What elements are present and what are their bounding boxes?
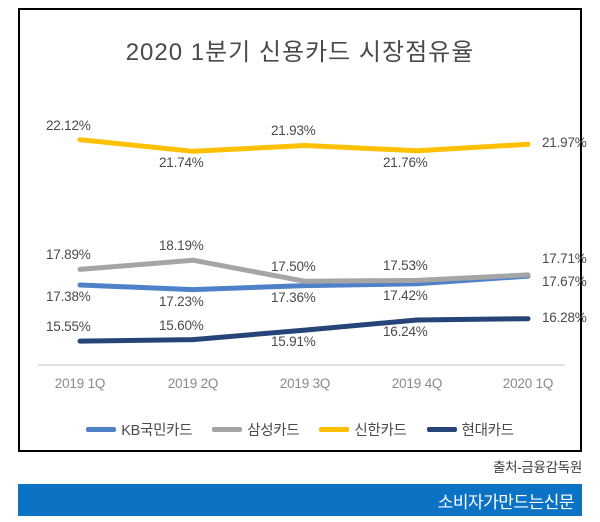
data-label: 17.42%	[383, 287, 428, 303]
legend-item-label: 현대카드	[461, 423, 514, 439]
series-group	[77, 137, 531, 344]
data-label: 17.71%	[542, 250, 587, 266]
data-label: 16.24%	[383, 323, 428, 339]
source-attribution: 출처-금융감독원	[492, 460, 582, 475]
legend-swatch-icon	[426, 427, 457, 432]
data-label: 21.93%	[271, 123, 316, 139]
legend-item-label: 삼성카드	[247, 423, 300, 439]
x-axis-tick-4: 2019 4Q	[391, 376, 443, 391]
data-label: 21.97%	[542, 135, 587, 151]
data-label: 17.67%	[542, 274, 587, 290]
legend-item-2[interactable]: 삼성카드	[212, 419, 300, 440]
legend-item-label: KB국민카드	[121, 423, 193, 439]
data-label: 17.50%	[271, 259, 316, 275]
legend-swatch-icon	[86, 427, 117, 432]
legend-item-4[interactable]: 현대카드	[426, 419, 514, 440]
line-chart-svg	[38, 137, 565, 366]
data-label: 17.23%	[159, 293, 204, 309]
series-line-3	[77, 137, 531, 154]
chart-legend: KB국민카드 삼성카드 신한카드 현대카드	[20, 419, 580, 440]
data-label: 21.76%	[383, 154, 428, 170]
series-line-4	[77, 316, 531, 344]
data-label: 22.12%	[46, 117, 91, 133]
legend-item-1[interactable]: KB국민카드	[86, 419, 192, 440]
footer-banner-label: 소비자가만드는신문	[437, 492, 575, 512]
data-label: 15.55%	[46, 319, 91, 335]
data-label: 17.36%	[271, 289, 316, 305]
data-label: 18.19%	[159, 238, 204, 254]
x-axis-tick-2: 2019 2Q	[167, 376, 219, 391]
data-label: 17.53%	[383, 258, 428, 274]
x-axis-tick-5: 2020 1Q	[502, 376, 554, 391]
chart-plot-area: 17.38% 17.23% 17.36% 17.42% 17.67% 17.89% 18.1…	[20, 10, 587, 450]
data-label: 15.91%	[271, 334, 316, 350]
data-label: 17.38%	[46, 289, 91, 304]
data-label: 17.89%	[46, 247, 91, 263]
legend-item-label: 신한카드	[354, 423, 407, 439]
chart-card: 2020 1분기 신용카드 시장점유율 17.38% 17.23% 17.36% 17…	[18, 8, 587, 452]
series-line-2	[77, 257, 531, 284]
series-line-1	[77, 273, 531, 293]
legend-swatch-icon	[319, 427, 350, 432]
data-label: 16.28%	[542, 309, 587, 325]
data-label: 21.74%	[159, 155, 204, 171]
x-axis-tick-1: 2019 1Q	[54, 376, 106, 391]
legend-item-3[interactable]: 신한카드	[319, 419, 407, 440]
data-label: 15.60%	[159, 317, 204, 333]
footer-banner: 소비자가만드는신문	[18, 484, 582, 516]
legend-swatch-icon	[212, 427, 243, 432]
x-axis-tick-3: 2019 3Q	[279, 376, 331, 391]
page-title: 2020 1분기 신용카드 시장점유율	[125, 39, 475, 66]
